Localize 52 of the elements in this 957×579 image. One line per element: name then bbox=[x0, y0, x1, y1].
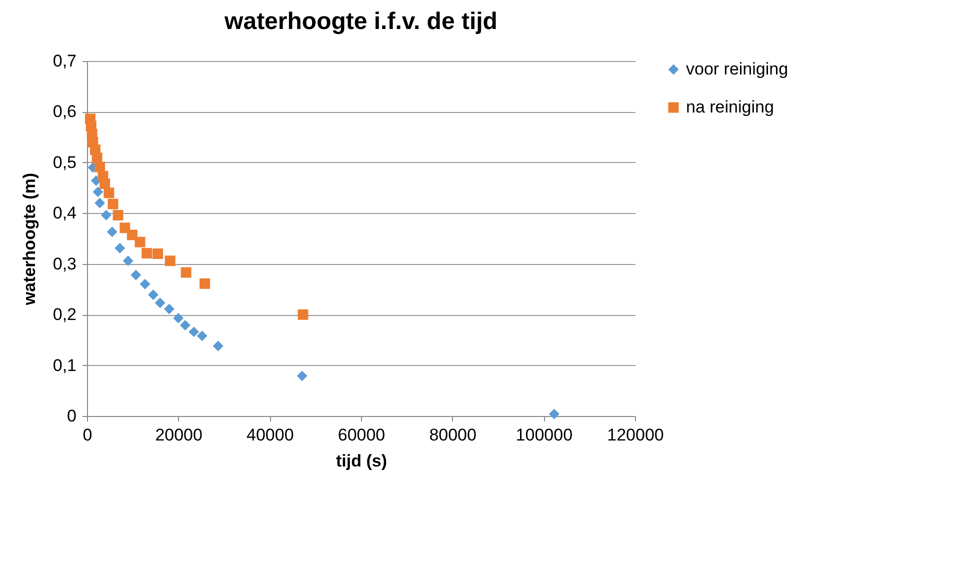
point bbox=[180, 267, 192, 278]
point bbox=[94, 162, 106, 172]
point bbox=[154, 298, 166, 308]
x-tick-label: 40000 bbox=[246, 426, 294, 444]
point bbox=[180, 320, 190, 330]
x-tick-label: 0 bbox=[82, 426, 92, 444]
point bbox=[120, 222, 130, 234]
point bbox=[298, 309, 308, 320]
x-tick-label: 20000 bbox=[155, 426, 202, 444]
x-tick-label: 60000 bbox=[338, 426, 386, 444]
y-tick-label: 0,2 bbox=[52, 305, 76, 324]
y-tick-label: 0,7 bbox=[52, 52, 76, 70]
point bbox=[142, 248, 152, 258]
point bbox=[112, 210, 124, 220]
point bbox=[130, 270, 142, 280]
point bbox=[94, 198, 106, 208]
point bbox=[114, 242, 126, 254]
point bbox=[92, 186, 104, 198]
point bbox=[200, 278, 210, 289]
x-axis-title: tijd (s) bbox=[336, 452, 387, 470]
point bbox=[173, 312, 184, 324]
point bbox=[148, 290, 158, 300]
point bbox=[296, 370, 308, 382]
point bbox=[108, 198, 118, 210]
y-tick-label: 0,5 bbox=[52, 152, 76, 172]
point bbox=[134, 236, 146, 248]
point bbox=[100, 210, 112, 220]
point bbox=[164, 304, 174, 314]
point bbox=[106, 226, 118, 238]
point bbox=[104, 188, 114, 198]
point bbox=[164, 256, 176, 266]
y-tick-label: 0,3 bbox=[52, 254, 76, 274]
x-tick-label: 100000 bbox=[516, 426, 573, 444]
x-tick-label: 80000 bbox=[429, 426, 476, 444]
y-tick-label: 0,4 bbox=[52, 204, 76, 223]
point bbox=[140, 278, 150, 290]
point bbox=[126, 230, 138, 240]
point bbox=[196, 330, 208, 342]
chart-title: waterhoogte i.f.v. de tijd bbox=[224, 8, 498, 35]
point bbox=[548, 408, 560, 420]
x-tick-label: 120000 bbox=[607, 426, 664, 444]
y-tick-label: 0,1 bbox=[52, 356, 76, 375]
legend-label: na reiniging bbox=[686, 98, 774, 116]
y-tick-label: 0 bbox=[67, 406, 76, 426]
y-tick-label: 0,6 bbox=[52, 102, 76, 122]
point bbox=[122, 256, 134, 266]
legend-label: voor reiniging bbox=[686, 60, 788, 78]
point bbox=[152, 248, 164, 259]
point bbox=[188, 326, 200, 338]
point bbox=[212, 340, 224, 352]
y-axis-title: waterhoogte (m) bbox=[20, 172, 39, 306]
point bbox=[100, 178, 110, 189]
